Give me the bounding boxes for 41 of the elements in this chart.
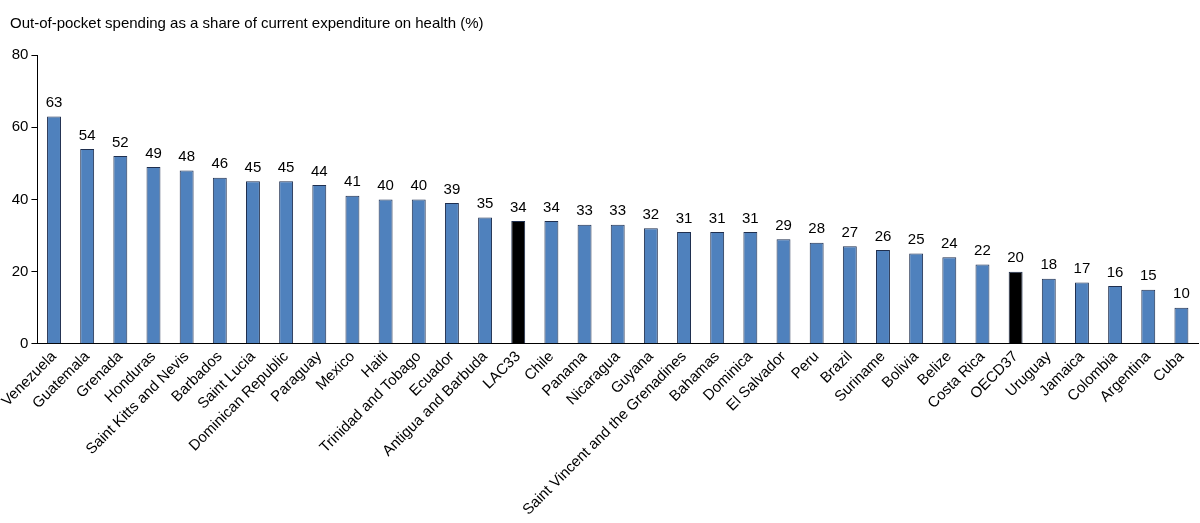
data-label: 49 <box>145 143 162 161</box>
data-label: 15 <box>1139 266 1157 284</box>
data-label: 25 <box>907 230 925 248</box>
data-label: 28 <box>808 219 826 237</box>
data-label: 22 <box>974 241 991 259</box>
data-label: 48 <box>178 147 195 165</box>
data-label: 26 <box>874 226 892 244</box>
data-label: 46 <box>211 154 229 172</box>
data-label: 31 <box>742 208 759 226</box>
y-axis-title: Out-of-pocket spending as a share of current expenditure on health (%) <box>10 14 484 31</box>
y-tick-label: 60 <box>11 117 29 135</box>
data-label: 24 <box>940 233 958 251</box>
data-label: 18 <box>1040 255 1058 273</box>
data-label: 27 <box>841 223 859 240</box>
data-label: 17 <box>1073 259 1091 277</box>
data-label: 40 <box>410 176 428 194</box>
y-tick-label: 80 <box>11 45 29 63</box>
data-label: 34 <box>543 197 560 215</box>
data-label: 20 <box>1007 248 1024 266</box>
data-label: 33 <box>576 201 593 219</box>
y-tick-label: 20 <box>11 261 29 279</box>
data-label: 16 <box>1106 262 1124 280</box>
data-label: 32 <box>642 204 660 222</box>
data-label: 63 <box>45 93 63 111</box>
data-label: 39 <box>443 179 461 197</box>
data-label: 31 <box>675 208 693 226</box>
data-label: 45 <box>277 158 295 176</box>
data-label: 33 <box>609 201 627 219</box>
data-label: 34 <box>509 197 527 215</box>
data-label: 52 <box>111 132 129 150</box>
data-label: 29 <box>775 215 792 233</box>
data-label: 54 <box>78 125 96 143</box>
data-label: 40 <box>377 176 394 194</box>
data-label: 41 <box>344 172 361 190</box>
y-tick-label: 0 <box>20 333 29 351</box>
data-label: 35 <box>476 194 494 212</box>
y-tick-label: 40 <box>11 189 29 207</box>
data-label: 45 <box>244 158 262 176</box>
data-label: 31 <box>708 208 726 226</box>
data-label: 44 <box>310 161 328 179</box>
data-label: 10 <box>1173 284 1190 302</box>
